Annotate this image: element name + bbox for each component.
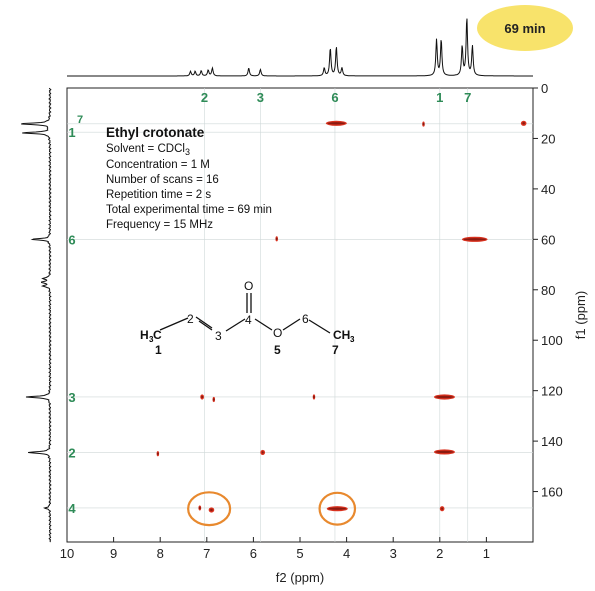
bond-c2-c3-double xyxy=(198,320,213,331)
atom-c1: C xyxy=(153,328,162,342)
label-6: 6 xyxy=(302,312,309,326)
top-atom-labels: 2 3 6 1 7 xyxy=(201,90,472,105)
label-4: 4 xyxy=(245,313,252,327)
left-atom-label: 1 xyxy=(68,125,75,140)
total-time-line: Total experimental time = 69 min xyxy=(106,204,272,216)
x-tick-label: 9 xyxy=(110,546,117,561)
bond-c3-c4 xyxy=(225,318,246,332)
molecule-structure xyxy=(159,293,331,334)
label-5: 5 xyxy=(274,343,281,357)
label-3: 3 xyxy=(215,329,222,343)
highlight-circle xyxy=(318,491,357,526)
cross-peak-core xyxy=(312,395,315,399)
cross-peak-core xyxy=(156,452,159,455)
cross-peak-core xyxy=(463,238,487,241)
x-axis-ticks: 10 9 8 7 6 5 4 3 2 1 xyxy=(60,537,490,561)
x-tick-label: 2 xyxy=(436,546,443,561)
top-atom-label: 3 xyxy=(257,90,264,105)
top-atom-label: 6 xyxy=(331,90,338,105)
label-1: 1 xyxy=(155,343,162,357)
time-badge xyxy=(477,5,573,51)
y-tick-label: 160 xyxy=(541,485,563,500)
plot-area xyxy=(66,87,534,543)
peak-guide-lines xyxy=(67,88,533,542)
bond-c2-c3 xyxy=(195,316,213,329)
y-tick-label: 20 xyxy=(541,131,555,146)
highlight-circle xyxy=(187,491,232,527)
left-atom-label: 7 xyxy=(77,114,83,126)
cross-peak-core xyxy=(441,507,444,510)
x-tick-label: 10 xyxy=(60,546,74,561)
bond-c1-c2 xyxy=(159,317,189,331)
top-atom-label: 7 xyxy=(464,90,471,105)
y-tick-label: 60 xyxy=(541,232,555,247)
proton-1d-spectrum xyxy=(67,18,533,77)
bond-o5-c6 xyxy=(282,318,301,331)
x-tick-label: 4 xyxy=(343,546,350,561)
concentration-line: Concentration = 1 M xyxy=(106,159,210,171)
cross-peak-core xyxy=(275,237,278,241)
y-tick-label: 140 xyxy=(541,434,563,449)
cross-peak-core xyxy=(212,398,215,401)
bond-c6-c7 xyxy=(308,319,331,334)
solvent-line: Solvent = CDCl3 xyxy=(106,143,190,157)
left-atom-label: 4 xyxy=(68,501,76,516)
atom-ch3: CH xyxy=(333,328,350,342)
cross-peak-core xyxy=(328,507,347,510)
repetition-line: Repetition time = 2 s xyxy=(106,189,211,201)
left-atom-label: 3 xyxy=(68,390,75,405)
top-atom-label: 1 xyxy=(436,90,443,105)
solvent-subscript: 3 xyxy=(185,147,190,157)
compound-title: Ethyl crotonate xyxy=(106,125,205,140)
carbon-1d-spectrum xyxy=(21,87,52,543)
label-2: 2 xyxy=(187,312,194,326)
x-tick-label: 3 xyxy=(390,546,397,561)
cross-peak-core xyxy=(522,122,525,125)
y-tick-label: 0 xyxy=(541,81,548,96)
x-axis-label: f2 (ppm) xyxy=(276,570,324,585)
cross-peak-core xyxy=(210,508,213,512)
cross-peak-core xyxy=(435,395,454,399)
y-axis-ticks: 0 20 40 60 80 100 120 140 160 xyxy=(533,81,563,500)
cross-peak-core xyxy=(327,122,346,125)
top-atom-label: 2 xyxy=(201,90,208,105)
frequency-line: Frequency = 15 MHz xyxy=(106,219,213,231)
scans-line: Number of scans = 16 xyxy=(106,174,219,186)
cross-peak-core xyxy=(198,506,201,510)
cross-peaks xyxy=(156,120,527,513)
left-atom-labels: 17 6 3 2 4 xyxy=(68,114,83,516)
x-tick-label: 5 xyxy=(296,546,303,561)
x-tick-label: 7 xyxy=(203,546,210,561)
atom-h-sub: 3 xyxy=(149,335,154,344)
cross-peak-core xyxy=(201,395,204,399)
x-tick-label: 1 xyxy=(483,546,490,561)
cross-peak-core xyxy=(435,450,454,454)
x-tick-label: 8 xyxy=(157,546,164,561)
left-atom-label: 6 xyxy=(68,232,75,247)
y-tick-label: 100 xyxy=(541,333,563,348)
atom-o-carbonyl: O xyxy=(244,279,253,293)
solvent-text: Solvent = CDCl xyxy=(106,143,185,155)
left-atom-label: 2 xyxy=(68,445,75,460)
time-badge-text: 69 min xyxy=(504,21,545,36)
y-tick-label: 120 xyxy=(541,384,563,399)
atom-h: H xyxy=(140,328,149,342)
label-7: 7 xyxy=(332,343,339,357)
cross-peak-core xyxy=(261,451,264,454)
y-axis-label: f1 (ppm) xyxy=(573,291,588,339)
atom-ch3-sub: 3 xyxy=(350,335,355,344)
x-tick-label: 6 xyxy=(250,546,257,561)
y-tick-label: 80 xyxy=(541,283,555,298)
atom-o-ester: O xyxy=(273,326,282,340)
bond-c4-o5 xyxy=(254,318,273,331)
y-tick-label: 40 xyxy=(541,182,555,197)
cross-peak-core xyxy=(422,122,425,126)
highlight-circles xyxy=(187,491,357,527)
